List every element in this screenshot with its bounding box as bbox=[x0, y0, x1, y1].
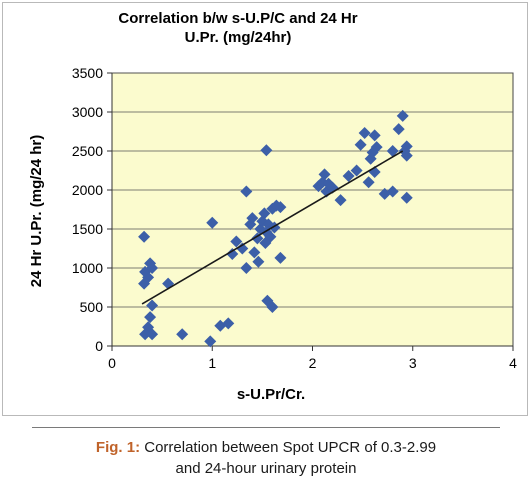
y-tick-label: 0 bbox=[95, 338, 103, 354]
data-point bbox=[230, 235, 243, 248]
data-point bbox=[222, 317, 235, 330]
y-tick-label: 3000 bbox=[72, 104, 103, 120]
y-tick-label: 2000 bbox=[72, 182, 103, 198]
data-point bbox=[362, 176, 375, 189]
figure-caption: Fig. 1: Correlation between Spot UPCR of… bbox=[0, 437, 532, 479]
trendline bbox=[141, 150, 404, 305]
data-markers bbox=[138, 109, 413, 348]
data-point bbox=[264, 230, 277, 243]
data-point bbox=[396, 109, 409, 122]
data-point bbox=[258, 207, 271, 220]
x-tick-label: 4 bbox=[509, 355, 517, 371]
data-point bbox=[146, 299, 159, 312]
chart-title-line-1: Correlation b/w s-U.P/C and 24 Hr bbox=[118, 10, 357, 27]
caption-line-1: Fig. 1: Correlation between Spot UPCR of… bbox=[0, 437, 532, 458]
data-point bbox=[342, 169, 355, 182]
data-point bbox=[370, 141, 383, 154]
y-axis-title: 24 Hr U.Pr. (mg/24 hr) bbox=[28, 135, 45, 288]
chart-title-line-2: U.Pr. (mg/24hr) bbox=[185, 29, 292, 46]
data-point bbox=[386, 145, 399, 157]
data-point bbox=[386, 185, 399, 198]
data-point bbox=[252, 255, 265, 268]
data-point bbox=[274, 201, 287, 214]
data-point bbox=[226, 247, 239, 260]
data-point bbox=[400, 140, 413, 153]
plot-area bbox=[111, 72, 514, 347]
caption-divider bbox=[32, 427, 500, 428]
y-tick-label: 500 bbox=[80, 299, 104, 315]
data-point bbox=[318, 168, 331, 181]
axes bbox=[107, 72, 514, 351]
y-tick-label: 1000 bbox=[72, 260, 103, 276]
scatter-chart: Correlation b/w s-U.P/C and 24 Hr U.Pr. … bbox=[28, 10, 517, 403]
data-point bbox=[246, 212, 259, 225]
x-tick-label: 1 bbox=[208, 355, 216, 371]
x-tick-label: 2 bbox=[309, 355, 317, 371]
x-tick-label: 3 bbox=[409, 355, 417, 371]
data-point bbox=[146, 328, 159, 341]
x-tick-label: 0 bbox=[108, 355, 116, 371]
data-point bbox=[358, 127, 371, 140]
x-tick-labels: 0 1 2 3 4 bbox=[108, 355, 517, 371]
data-point bbox=[138, 230, 151, 243]
chart-panel: Correlation b/w s-U.P/C and 24 Hr U.Pr. … bbox=[2, 2, 528, 416]
data-point bbox=[400, 191, 413, 204]
data-point bbox=[142, 271, 155, 284]
figure-label: Fig. 1: bbox=[95, 439, 141, 456]
data-point bbox=[204, 335, 217, 348]
x-axis-title: s-U.Pr/Cr. bbox=[237, 386, 305, 403]
data-point bbox=[350, 164, 363, 177]
data-point bbox=[274, 251, 287, 264]
y-tick-label: 1500 bbox=[72, 221, 103, 237]
data-point bbox=[146, 262, 159, 274]
data-point bbox=[248, 246, 261, 259]
data-point bbox=[139, 328, 152, 341]
data-point bbox=[260, 144, 273, 157]
data-point bbox=[176, 328, 189, 341]
data-point bbox=[240, 185, 253, 198]
data-point bbox=[354, 138, 367, 151]
data-point bbox=[266, 301, 279, 313]
data-point bbox=[400, 149, 413, 162]
data-point bbox=[334, 194, 347, 207]
data-point bbox=[236, 242, 249, 255]
data-point bbox=[206, 216, 219, 229]
y-tick-label: 2500 bbox=[72, 143, 103, 159]
data-point bbox=[240, 262, 253, 274]
gridlines bbox=[112, 72, 513, 308]
data-point bbox=[392, 123, 405, 136]
data-point bbox=[144, 311, 157, 324]
y-tick-label: 3500 bbox=[72, 65, 103, 81]
y-tick-labels: 0 500 1000 1500 2000 2500 3000 3500 bbox=[72, 65, 103, 354]
caption-text-2: and 24-hour urinary protein bbox=[175, 460, 357, 477]
caption-text-1: Correlation between Spot UPCR of 0.3-2.9… bbox=[144, 439, 437, 456]
data-point bbox=[368, 129, 381, 142]
